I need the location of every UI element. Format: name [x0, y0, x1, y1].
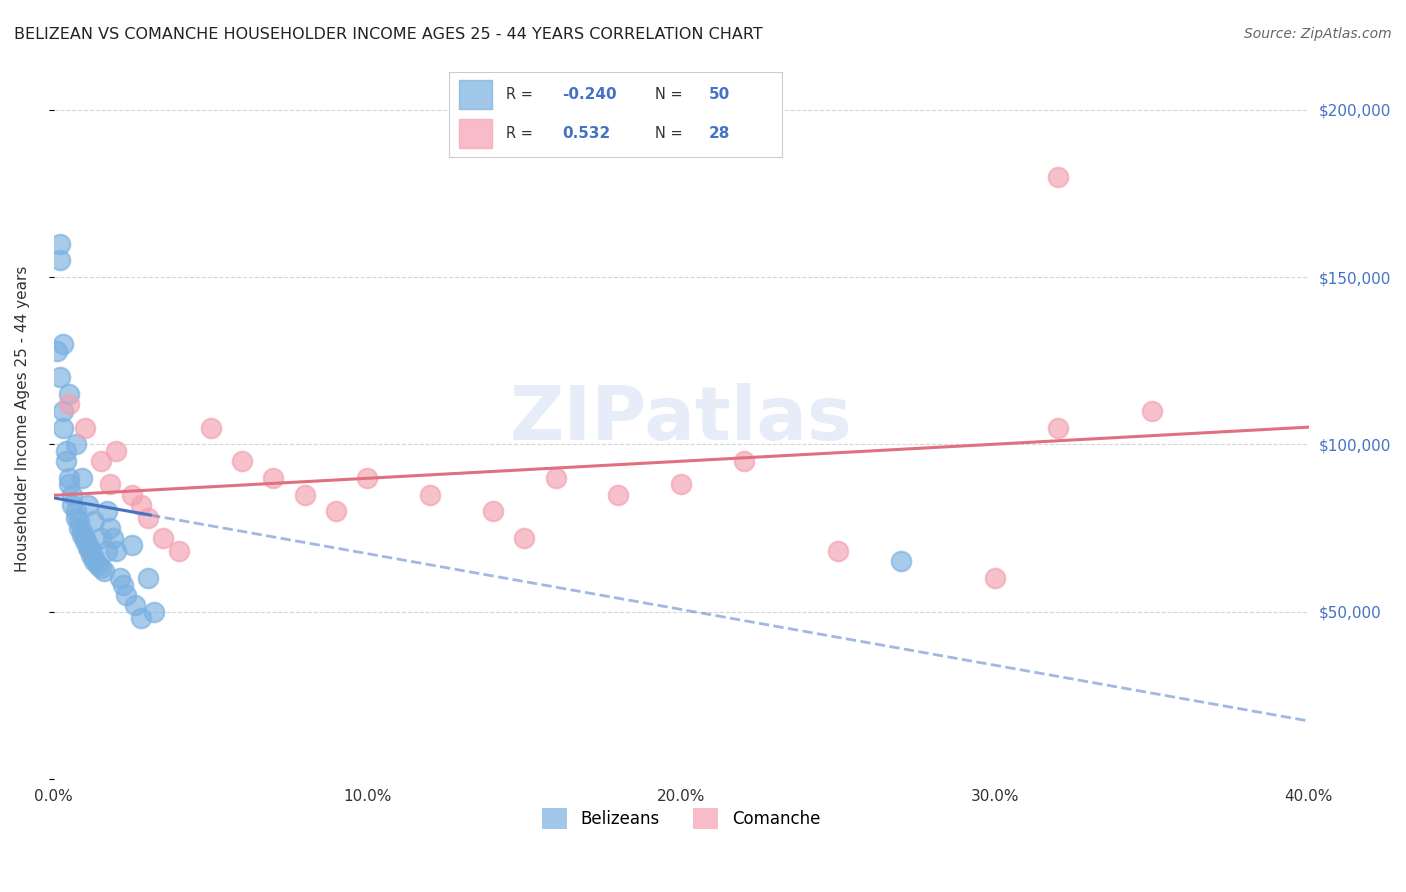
Point	[111, 578, 134, 592]
Point	[1046, 169, 1069, 184]
Point	[544, 471, 567, 485]
Point	[62, 498, 84, 512]
Point	[55, 444, 77, 458]
Point	[62, 487, 84, 501]
Point	[152, 531, 174, 545]
Point	[58, 387, 80, 401]
Point	[65, 511, 87, 525]
Point	[86, 558, 108, 572]
Point	[49, 253, 72, 268]
Point	[67, 514, 90, 528]
Point	[1046, 420, 1069, 434]
Point	[671, 477, 693, 491]
Point	[136, 571, 159, 585]
Point	[77, 538, 100, 552]
Point	[121, 487, 143, 501]
Point	[607, 487, 630, 501]
Point	[70, 471, 93, 485]
Point	[419, 487, 441, 501]
Point	[105, 544, 128, 558]
Point	[733, 454, 755, 468]
Point	[83, 514, 105, 528]
Point	[96, 544, 118, 558]
Point	[77, 541, 100, 555]
Point	[80, 548, 103, 562]
Point	[45, 343, 67, 358]
Point	[136, 511, 159, 525]
Point	[124, 598, 146, 612]
Point	[262, 471, 284, 485]
Text: Source: ZipAtlas.com: Source: ZipAtlas.com	[1244, 27, 1392, 41]
Point	[93, 565, 115, 579]
Point	[131, 498, 153, 512]
Point	[58, 397, 80, 411]
Point	[294, 487, 316, 501]
Point	[55, 454, 77, 468]
Point	[49, 236, 72, 251]
Text: BELIZEAN VS COMANCHE HOUSEHOLDER INCOME AGES 25 - 44 YEARS CORRELATION CHART: BELIZEAN VS COMANCHE HOUSEHOLDER INCOME …	[14, 27, 763, 42]
Point	[103, 531, 125, 545]
Point	[52, 420, 75, 434]
Point	[131, 611, 153, 625]
Point	[98, 477, 121, 491]
Point	[143, 605, 166, 619]
Point	[482, 504, 505, 518]
Point	[58, 471, 80, 485]
Point	[83, 554, 105, 568]
Point	[70, 527, 93, 541]
Point	[96, 504, 118, 518]
Point	[65, 504, 87, 518]
Point	[90, 454, 112, 468]
Point	[83, 551, 105, 566]
Point	[167, 544, 190, 558]
Point	[73, 531, 96, 545]
Point	[108, 571, 131, 585]
Point	[105, 444, 128, 458]
Point	[80, 544, 103, 558]
Point	[1140, 404, 1163, 418]
Point	[52, 337, 75, 351]
Point	[73, 420, 96, 434]
Point	[121, 538, 143, 552]
Point	[513, 531, 536, 545]
Point	[49, 370, 72, 384]
Point	[356, 471, 378, 485]
Point	[98, 521, 121, 535]
Point	[73, 534, 96, 549]
Point	[58, 477, 80, 491]
Point	[77, 498, 100, 512]
Point	[890, 554, 912, 568]
Text: ZIPatlas: ZIPatlas	[510, 383, 852, 456]
Point	[67, 521, 90, 535]
Point	[90, 531, 112, 545]
Legend: Belizeans, Comanche: Belizeans, Comanche	[536, 802, 827, 835]
Point	[827, 544, 849, 558]
Point	[231, 454, 253, 468]
Point	[200, 420, 222, 434]
Point	[90, 561, 112, 575]
Y-axis label: Householder Income Ages 25 - 44 years: Householder Income Ages 25 - 44 years	[15, 266, 30, 573]
Point	[325, 504, 347, 518]
Point	[984, 571, 1007, 585]
Point	[65, 437, 87, 451]
Point	[70, 524, 93, 539]
Point	[114, 588, 136, 602]
Point	[52, 404, 75, 418]
